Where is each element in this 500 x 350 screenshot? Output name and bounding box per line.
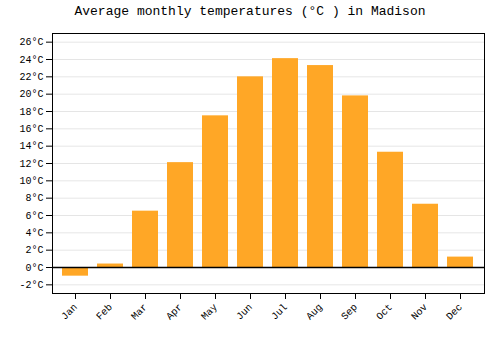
- svg-text:8°C: 8°C: [25, 193, 43, 204]
- svg-text:16°C: 16°C: [19, 124, 43, 135]
- svg-text:14°C: 14°C: [19, 141, 43, 152]
- svg-text:0°C: 0°C: [25, 263, 43, 274]
- svg-text:26°C: 26°C: [19, 37, 43, 48]
- svg-text:6°C: 6°C: [25, 211, 43, 222]
- svg-text:12°C: 12°C: [19, 159, 43, 170]
- svg-text:May: May: [199, 302, 220, 323]
- svg-text:2°C: 2°C: [25, 245, 43, 256]
- svg-text:Sep: Sep: [339, 302, 360, 323]
- svg-text:Jun: Jun: [234, 302, 255, 323]
- svg-text:18°C: 18°C: [19, 107, 43, 118]
- svg-text:20°C: 20°C: [19, 89, 43, 100]
- svg-text:Aug: Aug: [304, 302, 325, 323]
- html-text:Average monthly temperatures (: Average monthly temperatures (°C ) in Ma…: [74, 4, 426, 19]
- svg-text:Mar: Mar: [129, 302, 150, 323]
- svg-text:Oct: Oct: [374, 302, 395, 323]
- svg-text:22°C: 22°C: [19, 72, 43, 83]
- svg-text:Feb: Feb: [94, 302, 115, 323]
- svg-text:24°C: 24°C: [19, 55, 43, 66]
- svg-text:10°C: 10°C: [19, 176, 43, 187]
- svg-text:Nov: Nov: [409, 302, 430, 323]
- svg-text:4°C: 4°C: [25, 228, 43, 239]
- svg-text:Apr: Apr: [164, 302, 185, 323]
- svg-text:-2°C: -2°C: [19, 280, 43, 291]
- svg-text:Dec: Dec: [444, 302, 465, 323]
- svg-text:Jul: Jul: [269, 302, 290, 323]
- svg-text:Jan: Jan: [59, 302, 80, 323]
